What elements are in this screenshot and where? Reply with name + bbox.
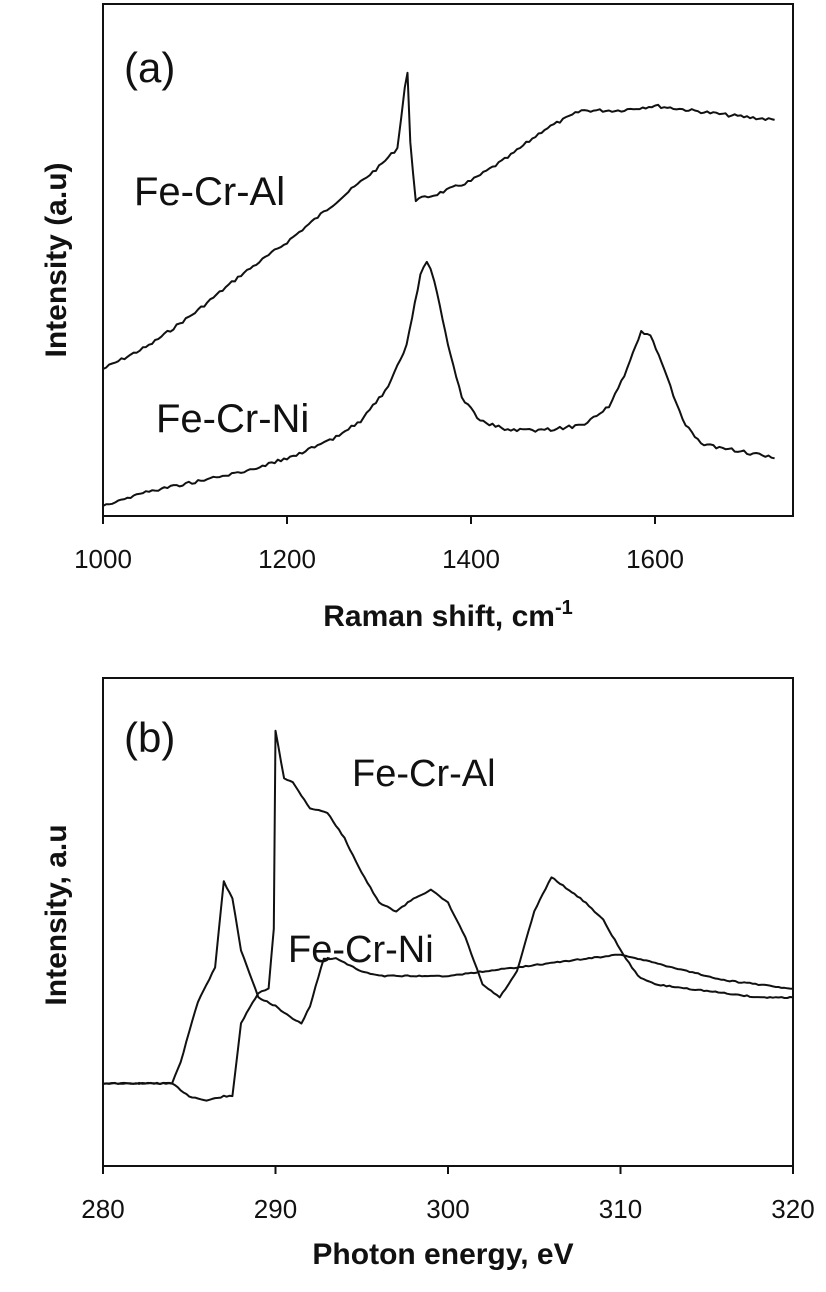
x-axis-title-b: Photon energy, eV <box>312 1238 573 1271</box>
series-line-fe-cr-ni <box>102 880 794 1085</box>
plot-frame-a <box>102 3 794 517</box>
series-label-fe-cr-ni-a: Fe-Cr-Ni <box>156 397 309 441</box>
x-tick-label: 310 <box>599 1194 642 1224</box>
x-tick-label: 320 <box>771 1194 814 1224</box>
series-line-fe-cr-al <box>102 729 794 1102</box>
x-tick-label: 290 <box>254 1194 297 1224</box>
x-axis-title-a: Raman shift, cm-1 <box>323 597 573 633</box>
plot-frame-b <box>102 677 794 1167</box>
x-axis-ticks-a: 1000 1200 1400 1600 <box>74 516 684 574</box>
x-axis-title-a-text: Raman shift, cm <box>323 600 555 633</box>
series-line-fe-cr-ni <box>102 260 775 507</box>
series-label-fe-cr-al-a: Fe-Cr-Al <box>134 170 285 214</box>
x-tick-label: 300 <box>426 1194 469 1224</box>
x-tick-label: 1000 <box>74 544 132 574</box>
x-tick-label: 1600 <box>626 544 684 574</box>
x-tick-label: 280 <box>81 1194 124 1224</box>
y-axis-title-a: Intensity (a.u) <box>40 162 73 357</box>
panel-a-raman-spectrum: 1000 1200 1400 1600 (a) Fe-Cr-Al Fe-Cr-Ni R… <box>40 3 794 633</box>
series-label-fe-cr-ni-b: Fe-Cr-Ni <box>288 929 434 971</box>
traces-b <box>102 729 794 1102</box>
traces-a <box>102 71 775 507</box>
y-axis-title-b: Intensity, a.u <box>40 824 73 1005</box>
x-axis-ticks-b: 280 290 300 310 320 <box>81 1166 815 1224</box>
x-tick-label: 1400 <box>442 544 500 574</box>
panel-label-b: (b) <box>124 714 175 761</box>
panel-label-a: (a) <box>124 44 175 91</box>
x-tick-label: 1200 <box>258 544 316 574</box>
series-label-fe-cr-al-b: Fe-Cr-Al <box>352 753 496 795</box>
series-line-fe-cr-al <box>102 71 775 370</box>
panel-b-nexafs-spectrum: 280 290 300 310 320 (b) Fe-Cr-Al Fe-Cr-Ni Ph… <box>40 677 815 1271</box>
x-axis-title-a-superscript: -1 <box>555 597 573 619</box>
